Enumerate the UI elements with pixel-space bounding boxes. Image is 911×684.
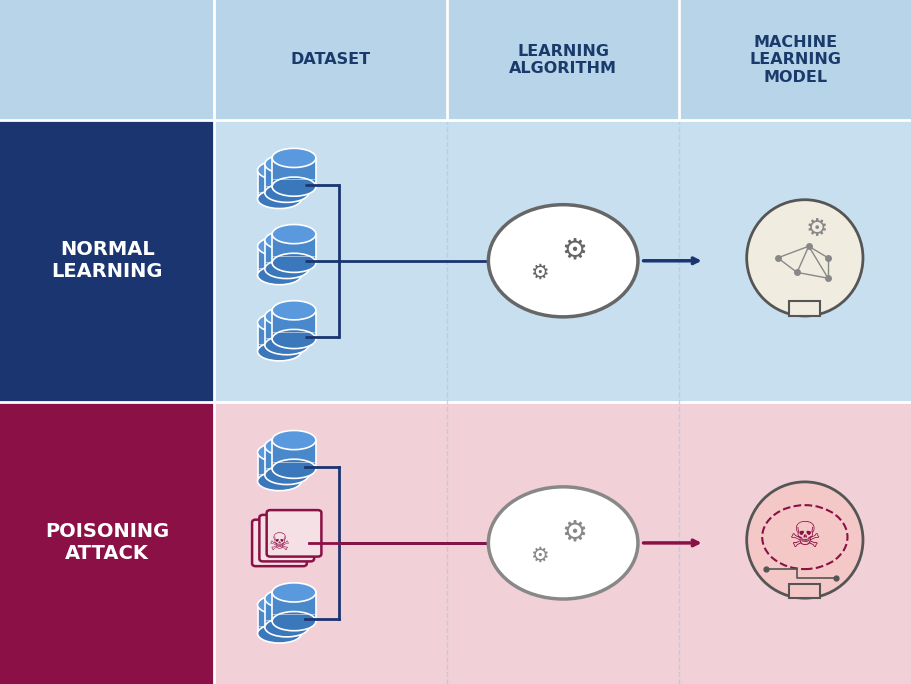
Text: MACHINE
LEARNING
MODEL: MACHINE LEARNING MODEL [749, 35, 841, 85]
Circle shape [487, 205, 637, 317]
Text: ☠: ☠ [788, 520, 820, 554]
Ellipse shape [271, 583, 315, 602]
Ellipse shape [257, 443, 301, 462]
Ellipse shape [264, 436, 308, 456]
Ellipse shape [257, 624, 301, 643]
FancyBboxPatch shape [251, 520, 306, 566]
Bar [257, 452, 301, 481]
Bar [257, 605, 301, 633]
Ellipse shape [271, 459, 315, 478]
Bar [214, 120, 911, 402]
Ellipse shape [264, 183, 308, 202]
Bar [271, 440, 315, 469]
Bar [264, 164, 308, 193]
Bar [264, 240, 308, 269]
Bar [271, 592, 315, 621]
Bar [0, 402, 214, 684]
Text: ⚙: ⚙ [560, 237, 587, 265]
Ellipse shape [257, 237, 301, 256]
Bar [214, 402, 911, 684]
Bar [789, 302, 820, 316]
Ellipse shape [746, 482, 862, 598]
Text: ⚙: ⚙ [529, 545, 548, 565]
Ellipse shape [264, 589, 308, 608]
FancyBboxPatch shape [266, 510, 321, 557]
Ellipse shape [264, 336, 308, 355]
Bar [264, 317, 308, 345]
Text: ☠: ☠ [269, 531, 290, 555]
Bar [257, 323, 301, 352]
Text: LEARNING
ALGORITHM: LEARNING ALGORITHM [508, 44, 617, 76]
Bar [0, 120, 214, 402]
Ellipse shape [271, 430, 315, 449]
Ellipse shape [264, 155, 308, 174]
Ellipse shape [271, 611, 315, 631]
Ellipse shape [257, 189, 301, 209]
Ellipse shape [257, 471, 301, 490]
Ellipse shape [257, 313, 301, 332]
Text: DATASET: DATASET [291, 53, 370, 67]
Ellipse shape [271, 253, 315, 272]
Bar [257, 246, 301, 275]
Ellipse shape [271, 301, 315, 320]
Text: ⚙: ⚙ [560, 519, 587, 547]
Bar [271, 158, 315, 187]
Bar [0, 0, 911, 120]
Bar [789, 583, 820, 598]
Ellipse shape [264, 259, 308, 278]
Ellipse shape [264, 231, 308, 250]
Bar [257, 170, 301, 199]
FancyBboxPatch shape [259, 515, 313, 562]
Ellipse shape [271, 224, 315, 244]
Ellipse shape [257, 265, 301, 285]
Ellipse shape [257, 342, 301, 361]
Text: ⚙: ⚙ [529, 263, 548, 283]
Ellipse shape [746, 200, 862, 316]
Text: NORMAL
LEARNING: NORMAL LEARNING [51, 240, 163, 281]
Ellipse shape [271, 177, 315, 196]
Ellipse shape [271, 148, 315, 168]
Ellipse shape [257, 161, 301, 180]
Bar [264, 446, 308, 475]
Bar [264, 598, 308, 627]
Text: POISONING
ATTACK: POISONING ATTACK [45, 523, 169, 564]
Ellipse shape [264, 465, 308, 484]
Ellipse shape [271, 330, 315, 349]
Ellipse shape [257, 595, 301, 614]
Ellipse shape [264, 618, 308, 637]
Bar [271, 234, 315, 263]
Ellipse shape [264, 307, 308, 326]
Bar [271, 311, 315, 339]
Circle shape [487, 487, 637, 599]
Text: ⚙: ⚙ [804, 217, 827, 241]
